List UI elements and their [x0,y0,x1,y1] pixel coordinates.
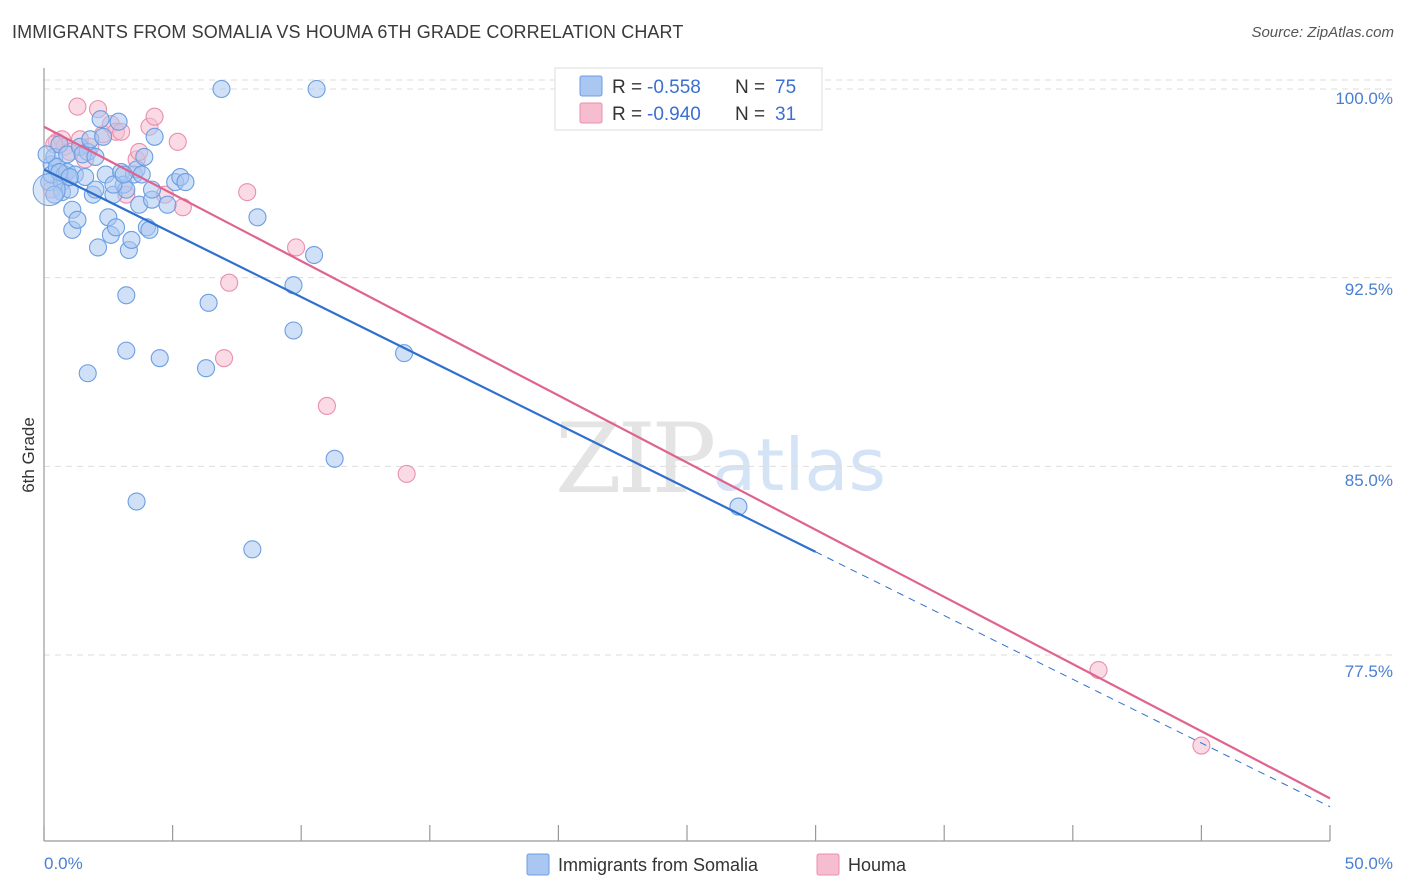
axes [43,68,1331,842]
houma-point-24 [287,238,306,257]
legend-n-label-1: N = [735,77,765,98]
somalia-point-70 [176,173,195,192]
y-tick-label-92-5: 92.5% [1345,280,1393,299]
houma-point-5 [68,97,87,116]
somalia-point-51 [212,79,231,99]
somalia-point-46 [158,195,177,214]
houma-point-22 [220,273,239,292]
houma-point-25 [317,396,336,416]
x-tick-label-min: 0.0% [44,854,83,873]
somalia-point-71 [45,185,64,204]
somalia-point-45 [150,349,169,368]
legend-n-label-2: N = [735,104,765,125]
watermark-atlas: atlas [712,423,886,507]
somalia-point-65 [37,145,56,164]
somalia-point-44 [145,127,164,146]
somalia-point-62 [127,492,146,511]
houma-point-28 [1192,736,1211,755]
somalia-points [32,79,748,559]
legend-r-value-1: -0.558 [647,77,701,98]
somalia-point-24 [94,127,113,146]
houma-point-23 [238,183,257,202]
somalia-point-61 [117,341,136,360]
somalia-point-58 [325,449,344,468]
y-tick-label-100: 100.0% [1335,89,1393,108]
y-tick-label-77-5: 77.5% [1345,662,1393,681]
houma-point-27 [1089,661,1108,680]
legend-swatch-houma [579,102,603,124]
houma-trend-line [43,125,1331,800]
somalia-point-50 [199,293,218,312]
houma-point-29 [214,349,234,368]
somalia-point-30 [109,112,128,131]
somalia-point-63 [78,364,97,383]
series-legend: Immigrants from Somalia Houma [526,853,907,876]
somalia-point-15 [68,210,87,229]
legend-n-value-2: 31 [775,104,796,125]
somalia-point-57 [307,79,326,99]
somalia-point-29 [106,218,126,237]
legend-swatch-somalia [579,75,603,97]
somalia-trend-line [43,168,817,553]
bottom-legend-swatch-houma [816,853,840,876]
somalia-point-23 [91,110,110,129]
y-tick-label-85: 85.0% [1345,471,1393,490]
somalia-point-54 [284,321,303,340]
x-tick-label-max: 50.0% [1345,854,1393,873]
legend-r-label-2: R = [612,104,642,125]
somalia-point-cluster [32,173,66,207]
correlation-legend: R = -0.558 N = 75 R = -0.940 N = 31 [554,67,823,131]
legend-r-value-2: -0.940 [647,104,701,125]
houma-point-18 [145,107,164,126]
legend-n-value-1: 75 [775,77,796,98]
somalia-point-53 [248,208,267,227]
somalia-point-49 [196,359,216,378]
somalia-point-22 [88,238,108,257]
somalia-point-52 [243,540,262,559]
bottom-legend-swatch-somalia [526,853,550,876]
houma-point-20 [168,132,187,151]
bottom-legend-label-houma: Houma [848,855,907,875]
legend-r-label-1: R = [612,77,642,98]
houma-point-26 [397,464,416,483]
somalia-point-64 [117,286,136,305]
watermark-zip: ZIP [555,403,714,515]
somalia-trend-extension [815,551,1331,808]
source-credit: Source: ZipAtlas.com [1251,24,1394,41]
trend-lines [43,125,1331,808]
somalia-point-35 [122,230,141,249]
bottom-legend-label-somalia: Immigrants from Somalia [558,855,759,875]
y-axis-label: 6th Grade [19,417,38,493]
chart-title: IMMIGRANTS FROM SOMALIA VS HOUMA 6TH GRA… [12,22,684,42]
gridlines [44,79,1393,656]
somalia-point-56 [305,245,324,265]
somalia-point-40 [135,147,154,166]
